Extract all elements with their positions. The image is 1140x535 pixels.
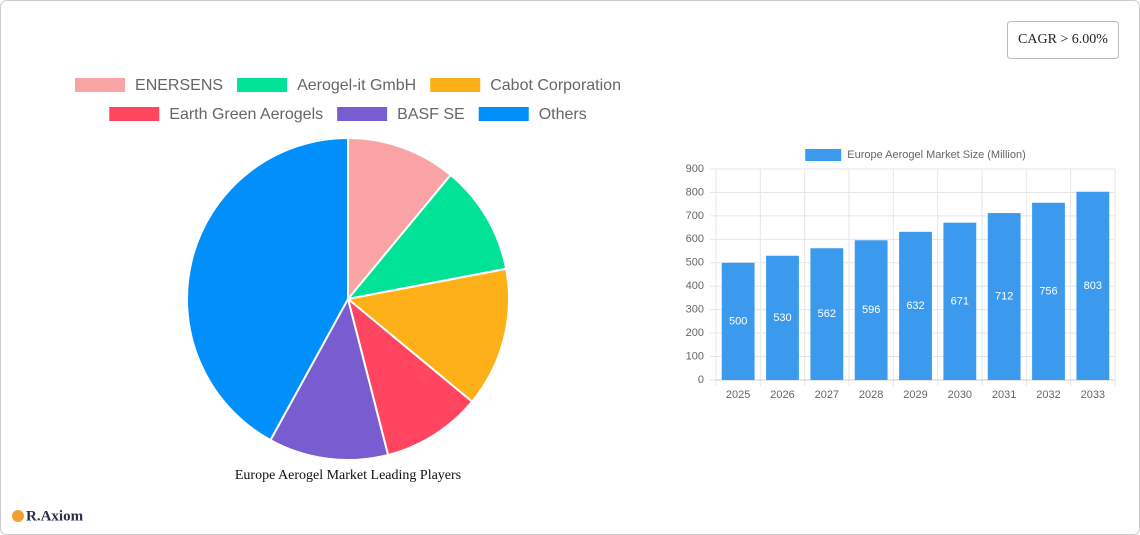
legend-label: Aerogel-it GmbH	[297, 77, 416, 94]
logo-icon	[12, 510, 24, 522]
y-tick-label: 700	[686, 210, 704, 222]
legend-label: Europe Aerogel Market Size (Million)	[847, 149, 1026, 161]
y-tick-label: 500	[686, 257, 704, 269]
x-tick-label: 2031	[992, 389, 1016, 401]
data-label: 671	[951, 295, 969, 307]
data-label: 530	[773, 312, 791, 324]
x-tick-label: 2027	[815, 389, 839, 401]
y-tick-label: 800	[686, 186, 704, 198]
x-tick-label: 2033	[1081, 389, 1105, 401]
y-tick-label: 400	[686, 280, 704, 292]
badge-box	[1007, 21, 1119, 59]
legend-swatch	[237, 78, 288, 92]
y-tick-label: 200	[686, 327, 704, 339]
legend-label: ENERSENS	[135, 77, 223, 94]
bar	[854, 240, 888, 380]
bar	[810, 248, 844, 380]
badge: CAGR > 6.00%	[1018, 32, 1108, 47]
x-tick-label: 2026	[770, 389, 794, 401]
legend-swatch	[430, 78, 481, 92]
y-tick-label: 300	[686, 304, 704, 316]
bar	[1032, 202, 1065, 380]
x-tick-label: 2030	[948, 389, 972, 401]
legend-label: Others	[539, 106, 587, 123]
bar	[721, 262, 755, 380]
data-label: 562	[818, 308, 836, 320]
pie-slice	[347, 136, 453, 302]
bar	[899, 231, 932, 380]
x-tick-label: 2025	[726, 389, 750, 401]
legend-swatch	[109, 107, 160, 121]
legend-swatch	[805, 149, 842, 161]
data-label: 756	[1039, 285, 1057, 297]
data-label: 596	[862, 304, 880, 316]
legend-label: Cabot Corporation	[490, 77, 621, 94]
bar	[943, 222, 977, 380]
pie-slice	[186, 136, 349, 442]
legend-label: BASF SE	[397, 106, 465, 123]
logo: R.Axiom	[26, 508, 84, 524]
y-tick-label: 0	[698, 374, 704, 386]
data-label: 712	[995, 290, 1013, 302]
data-label: 803	[1084, 280, 1102, 292]
legend-swatch	[478, 107, 529, 121]
chart-title: Europe Aerogel Market Leading Players	[235, 468, 461, 483]
y-tick-label: 600	[686, 233, 704, 245]
x-tick-label: 2028	[859, 389, 883, 401]
y-tick-label: 900	[686, 163, 704, 175]
legend-swatch	[337, 107, 388, 121]
x-tick-label: 2029	[903, 389, 927, 401]
bar	[987, 213, 1021, 380]
pie-slice	[345, 267, 510, 404]
bar	[766, 255, 799, 380]
data-label: 500	[729, 315, 747, 327]
bar	[1076, 191, 1110, 380]
legend-label: Earth Green Aerogels	[169, 106, 323, 123]
pie-slice	[269, 296, 390, 461]
x-tick-label: 2032	[1036, 389, 1060, 401]
y-tick-label: 100	[686, 350, 704, 362]
data-label: 632	[906, 300, 924, 312]
legend-swatch	[75, 78, 126, 92]
pie-slice	[345, 173, 508, 301]
